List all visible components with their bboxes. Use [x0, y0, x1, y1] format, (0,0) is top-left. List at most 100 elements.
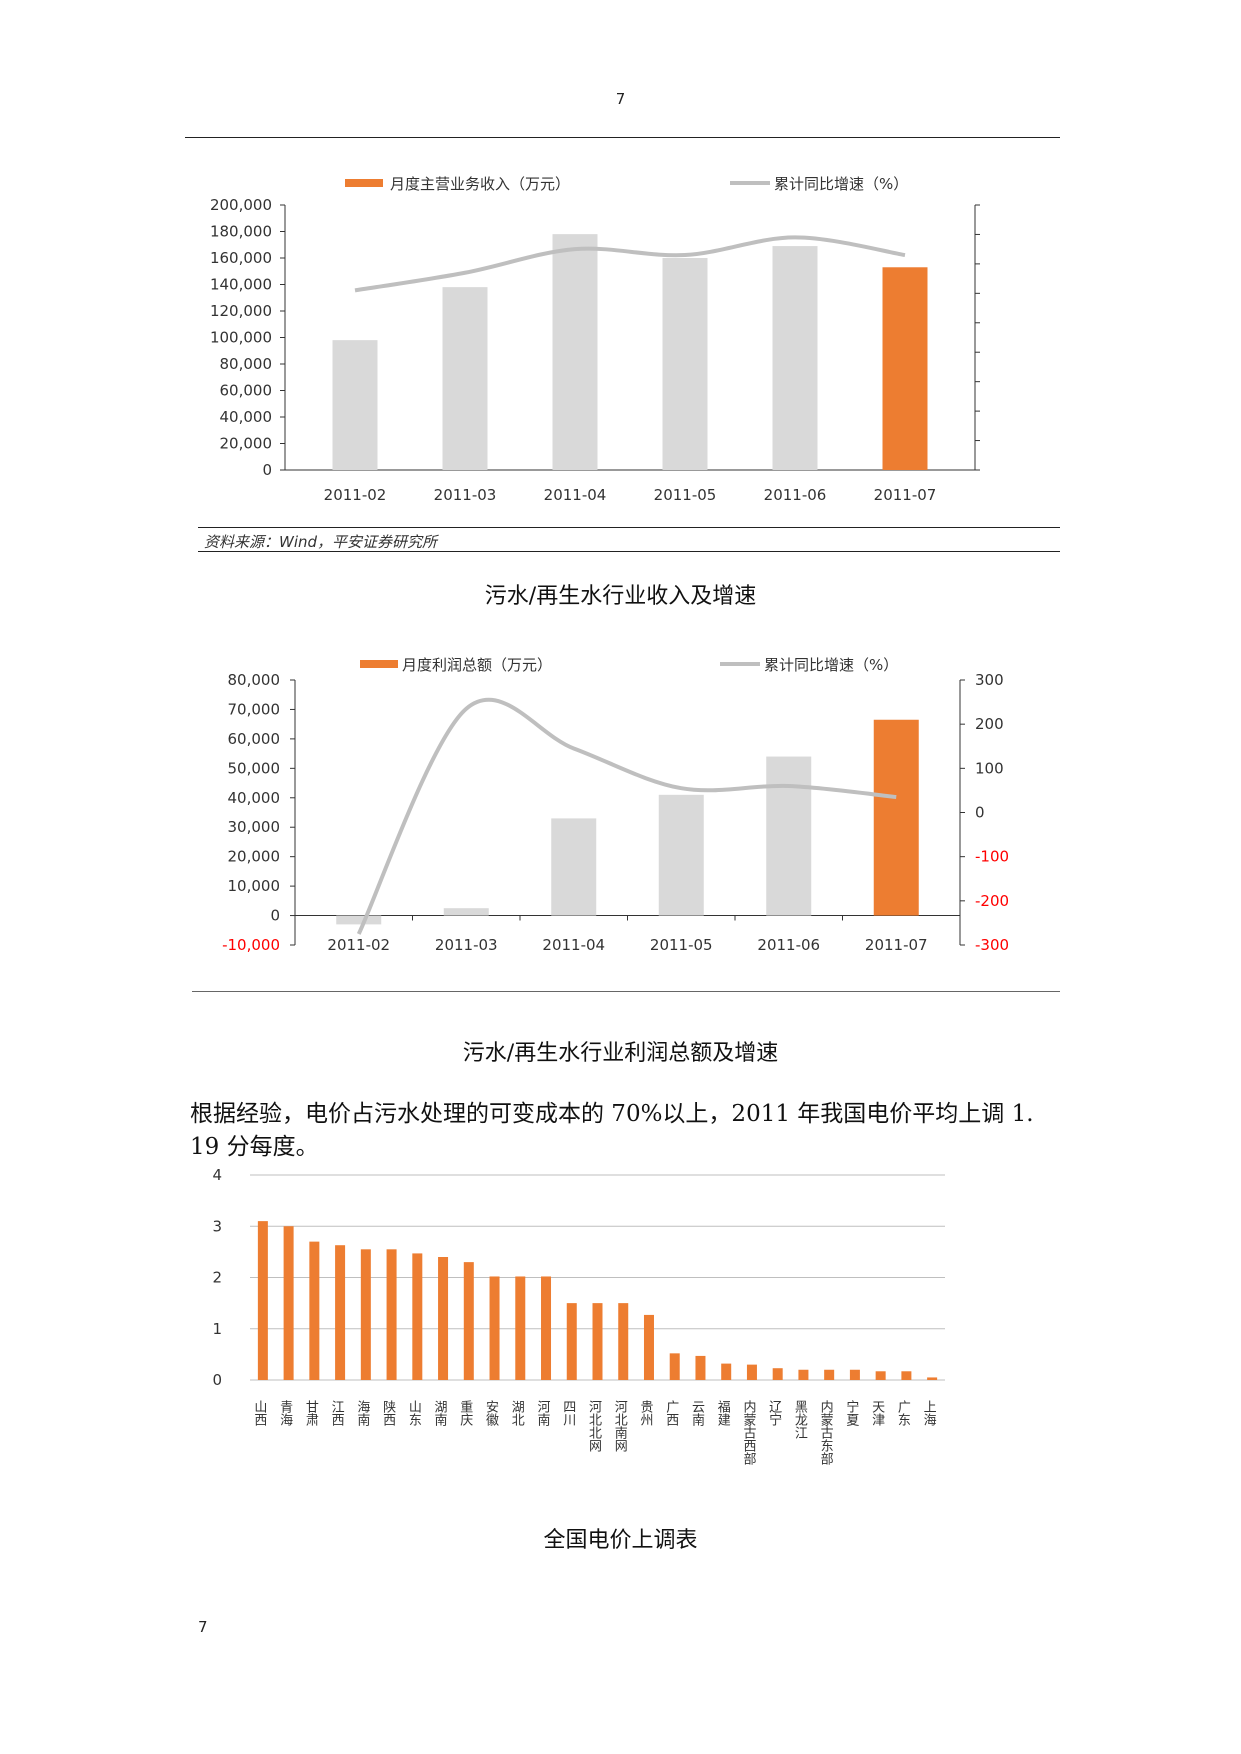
x-tick-label: 河南: [535, 1400, 551, 1426]
x-tick-label: 四川: [560, 1400, 576, 1426]
price-bar: [412, 1253, 423, 1380]
x-tick-label: 陕西: [380, 1400, 396, 1426]
y-left-tick-label: 70,000: [228, 700, 281, 718]
x-tick-label: 江西: [329, 1400, 345, 1426]
y-left-tick-label: 140,000: [210, 276, 272, 294]
y-right-tick-label: 0: [975, 804, 985, 822]
y-right-tick-label: 300: [975, 671, 1004, 689]
growth-line: [354, 235, 906, 293]
x-tick-label: 河北北网: [586, 1400, 602, 1452]
x-tick-label: 辽宁: [766, 1400, 782, 1426]
price-bar: [875, 1371, 886, 1380]
x-tick-label: 安徽: [483, 1400, 499, 1426]
y-left-tick-label: -10,000: [222, 936, 280, 954]
y-tick-label: 3: [212, 1217, 222, 1235]
x-tick-label: 山东: [406, 1400, 422, 1426]
y-left-tick-label: 0: [262, 461, 272, 479]
y-right-tick-label: 100: [975, 759, 1004, 777]
price-bar: [566, 1303, 577, 1380]
x-tick-label: 云南: [689, 1400, 705, 1426]
price-bar: [283, 1226, 294, 1380]
revenue-bar: [442, 287, 488, 470]
profit-bar: [551, 818, 597, 916]
price-bar: [695, 1355, 706, 1380]
x-tick-label: 2011-07: [874, 486, 937, 504]
x-tick-label: 2011-07: [865, 936, 928, 954]
x-tick-label: 2011-06: [764, 486, 827, 504]
price-bar: [721, 1363, 732, 1380]
y-left-tick-label: 180,000: [210, 223, 272, 241]
price-bar: [849, 1369, 860, 1380]
y-left-tick-label: 80,000: [228, 671, 281, 689]
revenue-bar: [882, 267, 928, 470]
y-tick-label: 4: [212, 1166, 222, 1184]
y-left-tick-label: 100,000: [210, 329, 272, 347]
revenue-bar: [552, 234, 598, 470]
y-right-tick-label: 200: [975, 715, 1004, 733]
price-bar: [515, 1276, 526, 1380]
body-paragraph: 根据经验，电价占污水处理的可变成本的 70%以上，2011 年我国电价平均上调 …: [190, 1101, 1034, 1160]
header-rule: [185, 137, 1060, 138]
price-bar: [901, 1371, 912, 1380]
legend-bar-swatch: [360, 660, 398, 668]
caption-electricity: 全国电价上调表: [543, 1528, 698, 1553]
price-bar: [798, 1369, 809, 1380]
y-tick-label: 0: [212, 1371, 222, 1389]
growth-line: [356, 697, 897, 935]
y-left-tick-label: 60,000: [220, 382, 273, 400]
x-tick-label: 2011-05: [654, 486, 717, 504]
y-right-tick-label: -100: [975, 848, 1009, 866]
price-bar: [746, 1364, 757, 1380]
x-tick-label: 2011-03: [435, 936, 498, 954]
source-note: 资料来源：Wind，平安证券研究所: [204, 533, 438, 551]
y-left-tick-label: 30,000: [228, 818, 281, 836]
y-left-tick-label: 60,000: [228, 730, 281, 748]
price-bar: [824, 1369, 835, 1380]
x-tick-label: 重庆: [457, 1399, 473, 1426]
x-tick-label: 2011-02: [327, 936, 390, 954]
price-bar: [463, 1262, 474, 1380]
profit-chart-rule: [192, 991, 1060, 992]
y-left-tick-label: 40,000: [220, 408, 273, 426]
price-bar: [335, 1245, 346, 1380]
caption-profit: 污水/再生水行业利润总额及增速: [462, 1041, 779, 1066]
y-left-tick-label: 10,000: [228, 877, 281, 895]
y-tick-label: 2: [212, 1269, 222, 1287]
price-bar: [618, 1303, 629, 1380]
x-tick-label: 甘肃: [303, 1400, 319, 1426]
price-bar: [386, 1249, 397, 1380]
x-tick-label: 2011-06: [757, 936, 820, 954]
x-tick-label: 贵州: [637, 1400, 653, 1426]
y-left-tick-label: 40,000: [228, 789, 281, 807]
revenue-bar: [662, 258, 708, 470]
y-left-tick-label: 120,000: [210, 302, 272, 320]
caption-revenue: 污水/再生水行业收入及增速: [484, 584, 757, 609]
profit-bar: [658, 794, 704, 916]
x-tick-label: 2011-04: [542, 936, 605, 954]
revenue-bar: [332, 340, 378, 470]
price-bar: [257, 1221, 268, 1380]
x-tick-label: 2011-03: [434, 486, 497, 504]
x-tick-label: 上海: [921, 1400, 937, 1426]
x-tick-label: 海南: [354, 1400, 370, 1426]
profit-bar: [766, 756, 812, 916]
revenue-bar: [772, 246, 818, 470]
x-tick-label: 青海: [277, 1400, 293, 1426]
legend-bar-swatch: [345, 179, 383, 187]
price-bar: [927, 1377, 938, 1380]
x-tick-label: 天津: [869, 1400, 885, 1426]
y-left-tick-label: 20,000: [220, 435, 273, 453]
x-tick-label: 内蒙古东部: [818, 1399, 834, 1465]
price-bar: [772, 1368, 783, 1380]
page-number-top: 7: [615, 90, 626, 108]
price-bar: [643, 1314, 654, 1380]
x-tick-label: 宁夏: [843, 1399, 859, 1426]
x-tick-label: 河北南网: [612, 1400, 628, 1452]
price-bar: [360, 1249, 371, 1380]
price-bar: [489, 1276, 500, 1380]
legend-bar-label: 月度利润总额（万元）: [402, 656, 552, 674]
profit-bar: [443, 908, 489, 916]
source-rule-bottom: [198, 551, 1060, 552]
y-right-tick-label: -200: [975, 892, 1009, 910]
x-tick-label: 2011-04: [544, 486, 607, 504]
